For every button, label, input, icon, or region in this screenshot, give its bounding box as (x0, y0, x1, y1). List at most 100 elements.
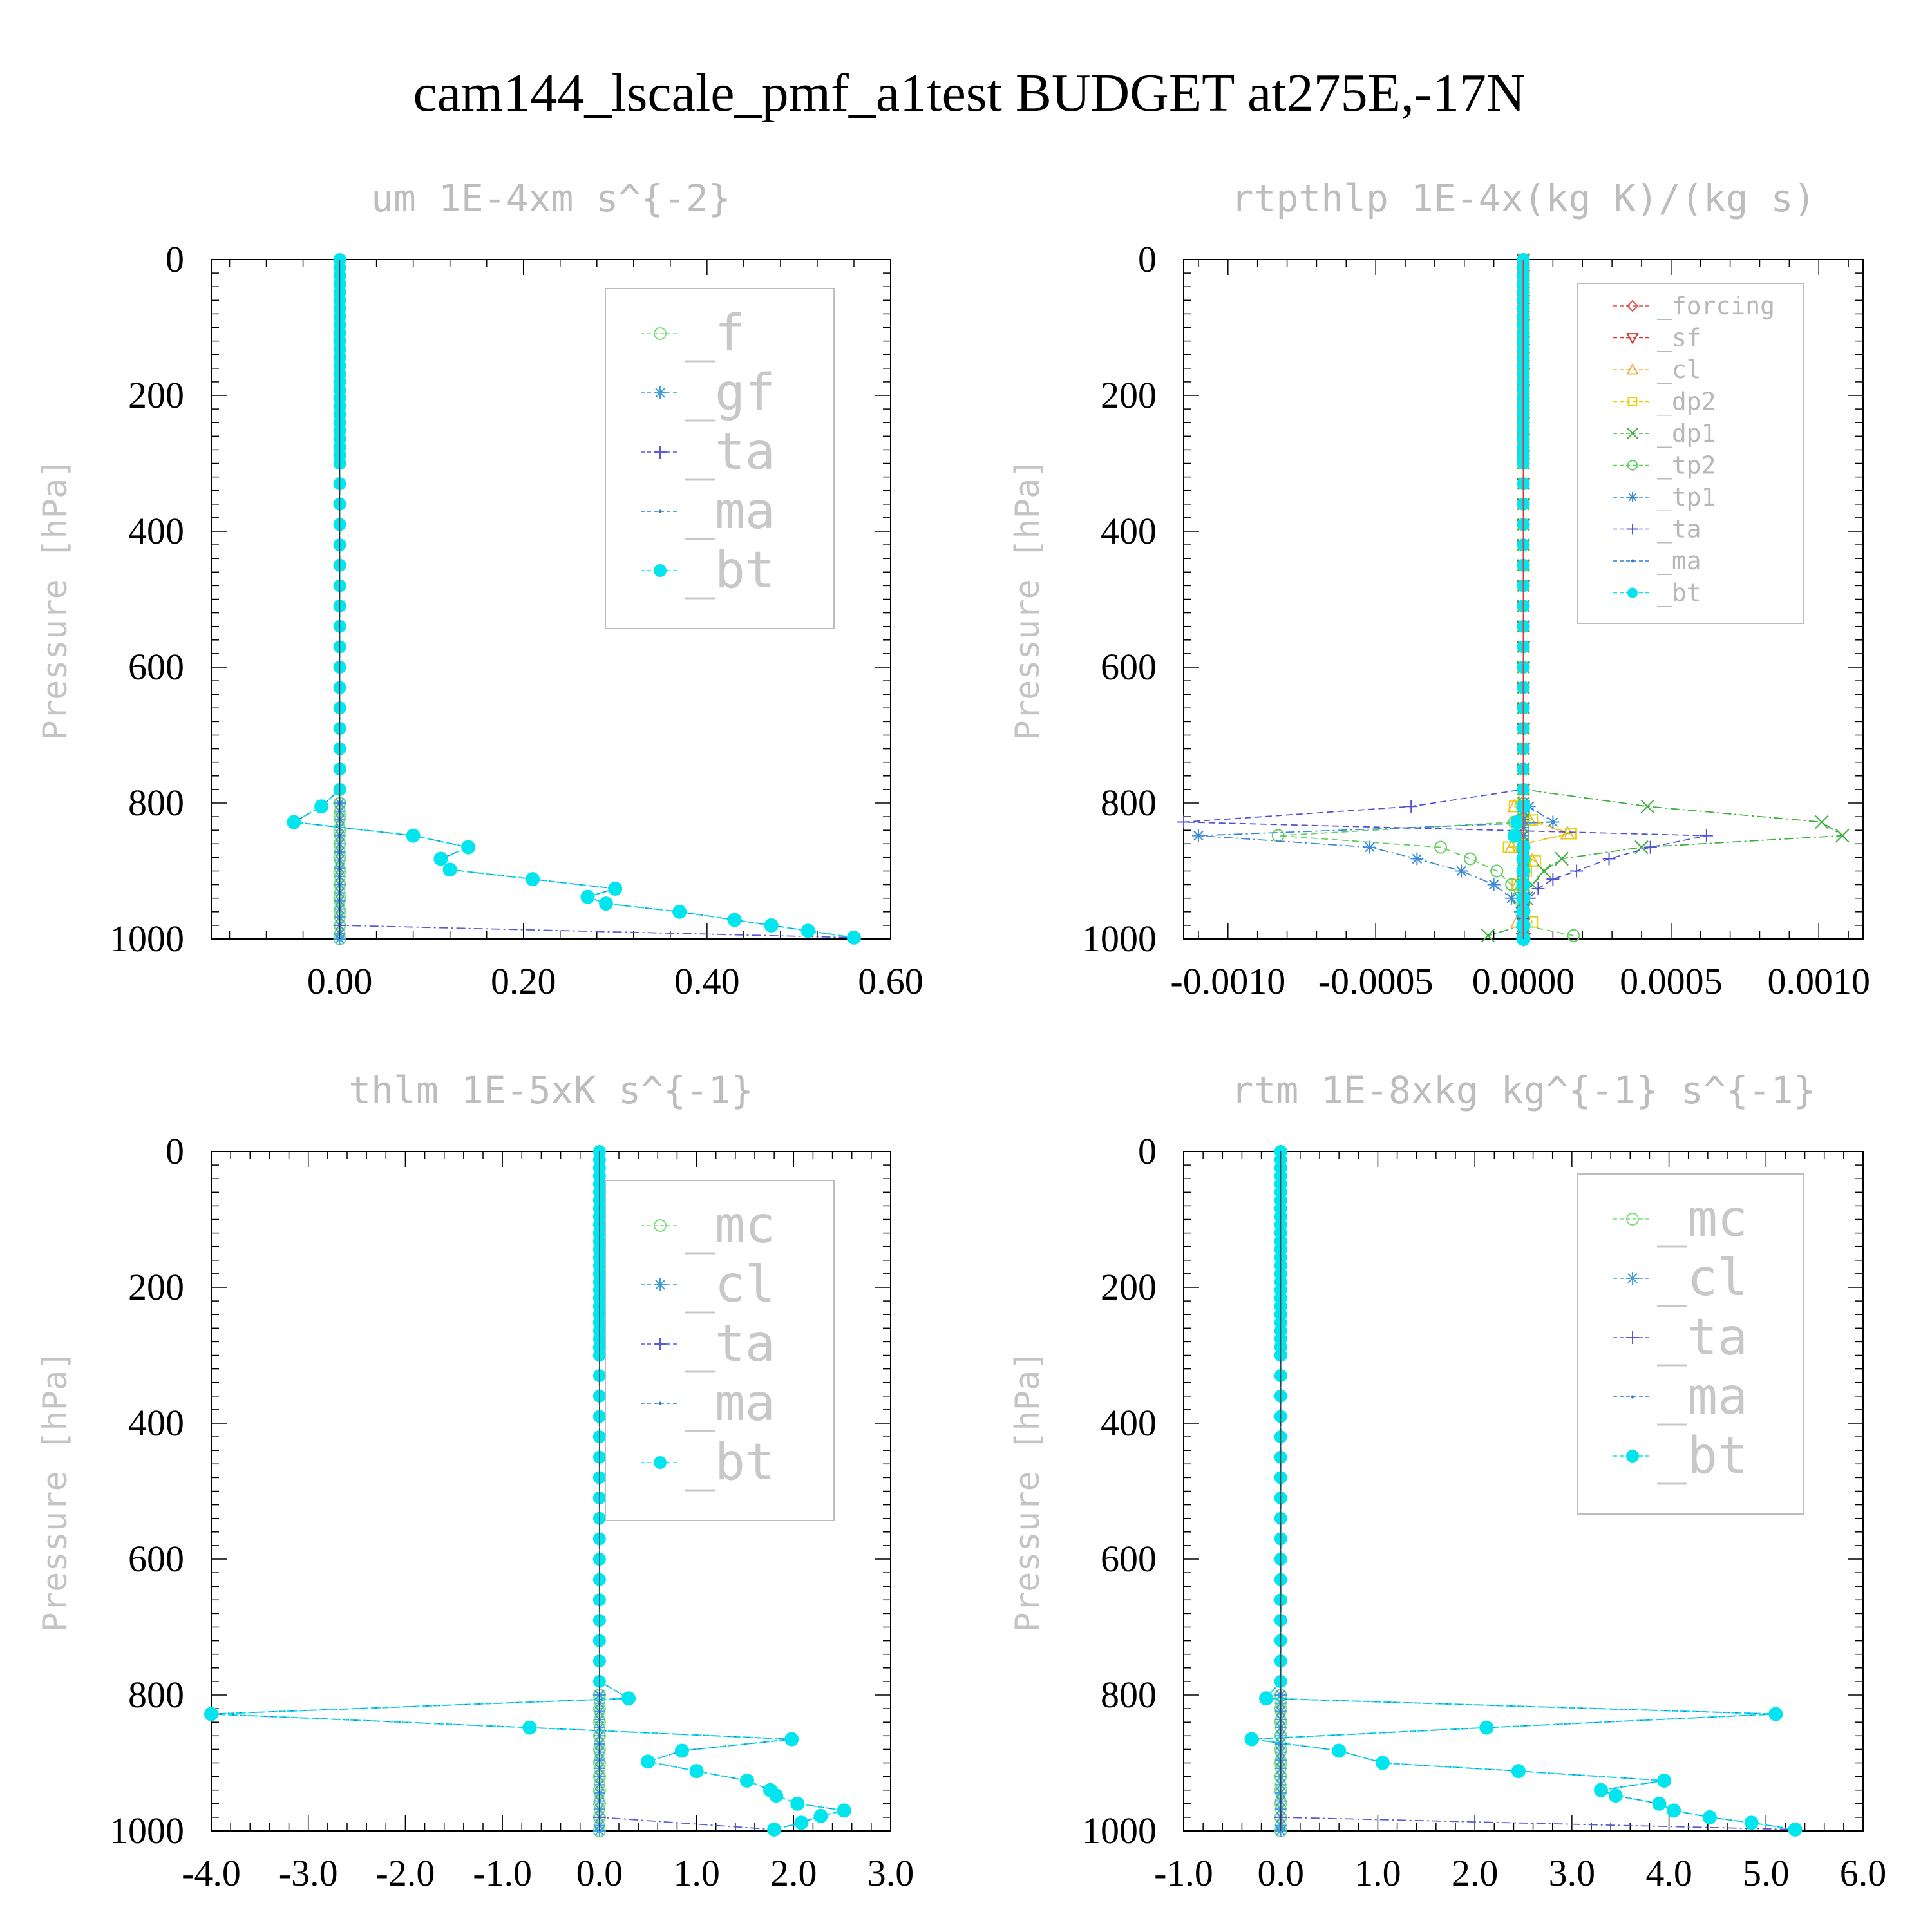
data-point (764, 918, 779, 933)
legend-label: _tp1 (1657, 483, 1716, 512)
legend-label: _mc (685, 1197, 775, 1255)
data-point (1490, 864, 1504, 878)
data-point (1570, 864, 1584, 878)
x-tick-label: 3.0 (867, 1852, 914, 1894)
data-point (769, 1788, 784, 1803)
legend-marker (654, 1219, 667, 1232)
y-tick-label: 400 (128, 510, 184, 552)
legend-label: _cl (685, 1256, 775, 1314)
data-point (1177, 815, 1190, 829)
x-tick-label: -4.0 (182, 1852, 241, 1894)
x-tick-label: 1.0 (1354, 1852, 1401, 1894)
y-tick-label: 600 (1101, 646, 1157, 688)
data-point (1602, 852, 1616, 866)
data-point (1657, 1773, 1672, 1788)
x-tick-label: 6.0 (1840, 1852, 1887, 1894)
data-point (1700, 829, 1713, 842)
y-tick-label: 0 (166, 238, 184, 280)
panel-title: um 1E-4xm s^{-2} (371, 176, 731, 220)
axis-ticks (211, 1151, 891, 1832)
data-point (794, 1815, 809, 1830)
legend-marker (1627, 460, 1638, 471)
data-point (1788, 1822, 1803, 1837)
series-bt (287, 253, 861, 945)
data-point (689, 1764, 704, 1779)
x-tick-label: 0.0 (576, 1852, 623, 1894)
y-tick-label: 1000 (1082, 918, 1157, 960)
legend-marker (654, 564, 667, 577)
y-tick-label: 0 (1138, 1130, 1157, 1172)
data-point (1815, 815, 1829, 829)
data-point (1363, 840, 1376, 854)
data-point (1634, 840, 1649, 855)
x-tick-label: -2.0 (376, 1852, 435, 1894)
data-point (406, 828, 421, 843)
y-tick-label: 600 (1101, 1538, 1157, 1580)
legend-label: _bt (1657, 579, 1701, 608)
legend-label: _ta (1657, 515, 1701, 544)
data-point (461, 840, 476, 855)
data-point (599, 896, 614, 911)
data-point (1259, 1691, 1274, 1706)
legend-label: _mc (1657, 1190, 1748, 1248)
chart-panels: um 1E-4xm s^{-2} Pressure [hPa] 0 200 400 600… (36, 176, 1886, 1894)
data-point (1744, 1815, 1759, 1830)
data-point (1531, 882, 1545, 895)
legend-label: _gf (685, 364, 775, 422)
series-line (211, 1151, 844, 1830)
x-tick-label: -0.0010 (1170, 960, 1285, 1002)
legend-marker (1626, 299, 1639, 312)
data-point (1567, 929, 1580, 942)
data-point (790, 1796, 805, 1811)
data-point (1555, 851, 1569, 866)
legend-label: _ma (1657, 547, 1701, 576)
data-point (1511, 1764, 1526, 1779)
y-tick-label: 0 (166, 1130, 184, 1172)
y-tick-label: 400 (1101, 510, 1157, 552)
x-tick-label: 1.0 (673, 1852, 720, 1894)
data-point (580, 889, 595, 904)
y-tick-label: 200 (1101, 374, 1157, 416)
x-tick-label: -3.0 (279, 1852, 338, 1894)
series-bt (1244, 1145, 1803, 1837)
data-point (846, 930, 861, 945)
legend-box (1577, 283, 1804, 624)
data-point (608, 881, 623, 896)
y-axis-label: Pressure [hPa] (1009, 1350, 1047, 1632)
data-point (674, 1743, 689, 1758)
x-tick-label: 0.0010 (1767, 960, 1870, 1002)
chart-panel-1: um 1E-4xm s^{-2} Pressure [hPa] 0 200 400 600… (36, 176, 923, 1002)
legend-box (1577, 1173, 1804, 1515)
data-point (837, 1803, 851, 1818)
data-point (1502, 841, 1515, 853)
x-tick-label: 5.0 (1743, 1852, 1790, 1894)
data-point (1546, 873, 1560, 886)
data-point (727, 913, 742, 927)
y-axis-label: Pressure [hPa] (1009, 458, 1047, 740)
data-point (1768, 1707, 1783, 1721)
data-point (442, 862, 457, 877)
data-point (1507, 828, 1522, 843)
x-tick-label: 2.0 (1452, 1852, 1499, 1894)
y-tick-label: 200 (128, 374, 184, 416)
data-point (1667, 1803, 1681, 1818)
legend-marker (1626, 1272, 1639, 1285)
legend-label: _sf (1657, 324, 1701, 353)
data-point (1608, 1788, 1623, 1803)
legend-label: _ta (685, 1315, 775, 1373)
data-point (1835, 828, 1850, 843)
panel-title: thlm 1E-5xK s^{-1} (348, 1068, 753, 1112)
legend-marker (1627, 492, 1638, 502)
x-tick-label: -1.0 (1154, 1852, 1213, 1894)
data-point (433, 851, 448, 866)
x-tick-label: 0.60 (858, 960, 923, 1002)
data-point (1640, 799, 1654, 813)
legend-label: _cl (1657, 355, 1701, 384)
data-point (1594, 1783, 1609, 1797)
legend-box (605, 288, 835, 629)
data-point (800, 923, 815, 938)
y-tick-label: 1000 (109, 918, 184, 960)
data-point (739, 1773, 754, 1788)
data-point (767, 1822, 782, 1837)
y-tick-label: 1000 (109, 1810, 184, 1852)
